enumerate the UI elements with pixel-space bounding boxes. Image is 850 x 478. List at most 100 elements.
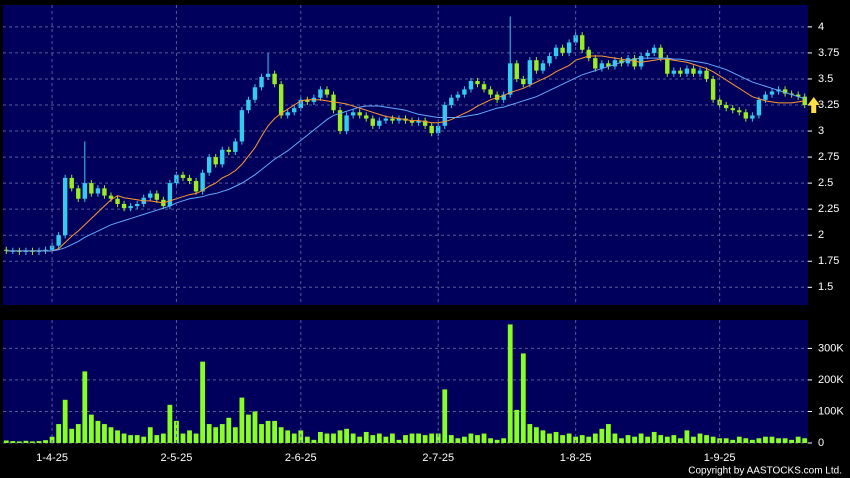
volume-bar xyxy=(789,439,795,443)
candle-body xyxy=(468,81,474,90)
candle-body xyxy=(200,172,205,192)
volume-bar xyxy=(520,353,526,443)
candle-body xyxy=(180,174,186,178)
volume-bar xyxy=(782,438,788,443)
candle-body xyxy=(272,73,277,85)
candle-body xyxy=(337,110,343,132)
y-tick-label: 0 xyxy=(818,437,824,449)
candle-body xyxy=(756,99,762,116)
candle-body xyxy=(645,52,650,57)
candle-body xyxy=(30,250,35,252)
x-tick-label: 1-4-25 xyxy=(36,452,68,464)
candle-body xyxy=(17,250,22,252)
volume-bar xyxy=(206,424,212,443)
candle-body xyxy=(449,97,454,105)
candle-body xyxy=(455,94,461,98)
candle-body xyxy=(76,188,81,199)
candle-body xyxy=(723,105,729,109)
volume-bar xyxy=(704,435,709,443)
candle-body xyxy=(246,99,251,111)
candle-body xyxy=(665,58,670,74)
volume-bar xyxy=(586,436,592,443)
volume-bar xyxy=(579,435,585,443)
candle-body xyxy=(730,108,735,111)
candle-body xyxy=(769,91,775,95)
candle-body xyxy=(710,78,716,100)
candle-body xyxy=(534,60,539,71)
volume-bar xyxy=(488,438,493,443)
candle-body xyxy=(82,183,88,199)
volume-bar xyxy=(167,404,173,443)
volume-bar xyxy=(651,431,657,443)
volume-bar xyxy=(259,424,264,443)
candle-body xyxy=(233,141,238,152)
volume-bar xyxy=(763,436,768,443)
volume-bar xyxy=(638,433,644,443)
candle-body xyxy=(350,112,356,116)
candle-body xyxy=(527,60,533,85)
y-tick-label: 200K xyxy=(818,374,844,386)
candle-body xyxy=(134,203,140,207)
volume-bar xyxy=(311,439,317,443)
volume-bar xyxy=(756,438,762,443)
candle-body xyxy=(344,115,349,132)
candle-body xyxy=(4,249,9,251)
volume-bar xyxy=(363,431,369,443)
volume-bar xyxy=(677,438,683,443)
candle-body xyxy=(102,188,107,196)
volume-bar xyxy=(376,433,382,443)
volume-bar xyxy=(10,441,16,443)
candle-body xyxy=(121,203,127,209)
volume-bar xyxy=(442,389,448,443)
copyright: Copyright by AASTOCKS.com Ltd. xyxy=(688,466,842,477)
candle-body xyxy=(638,56,644,67)
volume-bar xyxy=(141,436,147,443)
volume-bar xyxy=(160,433,166,443)
candle-body xyxy=(436,125,441,134)
y-tick-label: 2.25 xyxy=(818,203,839,215)
volume-bar xyxy=(95,420,101,443)
volume-bar xyxy=(533,427,539,443)
volume-bar xyxy=(43,440,48,443)
y-tick-label: 2 xyxy=(818,229,824,241)
candle-body xyxy=(259,76,264,88)
candle-body xyxy=(226,149,231,152)
candle-body xyxy=(632,58,637,67)
candle-body xyxy=(396,118,402,121)
volume-bar xyxy=(632,436,637,443)
volume-bar xyxy=(134,435,140,443)
volume-bar xyxy=(409,433,415,443)
volume-bar xyxy=(599,428,605,443)
volume-bar xyxy=(592,433,598,443)
volume-bar xyxy=(147,427,153,443)
volume-bar xyxy=(193,433,199,443)
x-tick-label: 2-7-25 xyxy=(422,452,454,464)
candle-body xyxy=(370,118,375,126)
volume-panel xyxy=(3,320,808,443)
candle-body xyxy=(285,112,290,116)
y-tick-label: 1.5 xyxy=(818,281,833,293)
volume-bar xyxy=(448,435,454,443)
candle-body xyxy=(324,89,330,95)
volume-bar xyxy=(723,438,729,443)
volume-bar xyxy=(481,433,487,443)
x-tick-label: 1-9-25 xyxy=(704,452,736,464)
volume-bar xyxy=(664,436,670,443)
y-tick-label: 4 xyxy=(818,21,824,33)
candle-body xyxy=(62,177,68,236)
candle-body xyxy=(547,56,552,64)
moving-average-line xyxy=(6,57,805,252)
candle-body xyxy=(416,120,421,123)
volume-bar xyxy=(396,439,402,443)
candle-body xyxy=(206,157,212,173)
volume-bar xyxy=(102,424,107,443)
x-tick-label: 2-5-25 xyxy=(161,452,193,464)
volume-bar xyxy=(730,439,736,443)
volume-bar xyxy=(265,420,271,443)
volume-bar xyxy=(180,433,186,443)
candle-body xyxy=(108,195,114,199)
volume-bar xyxy=(213,427,219,443)
arrow-icon xyxy=(807,97,820,113)
candle-body xyxy=(69,177,74,189)
y-tick-label: 1.75 xyxy=(818,255,839,267)
